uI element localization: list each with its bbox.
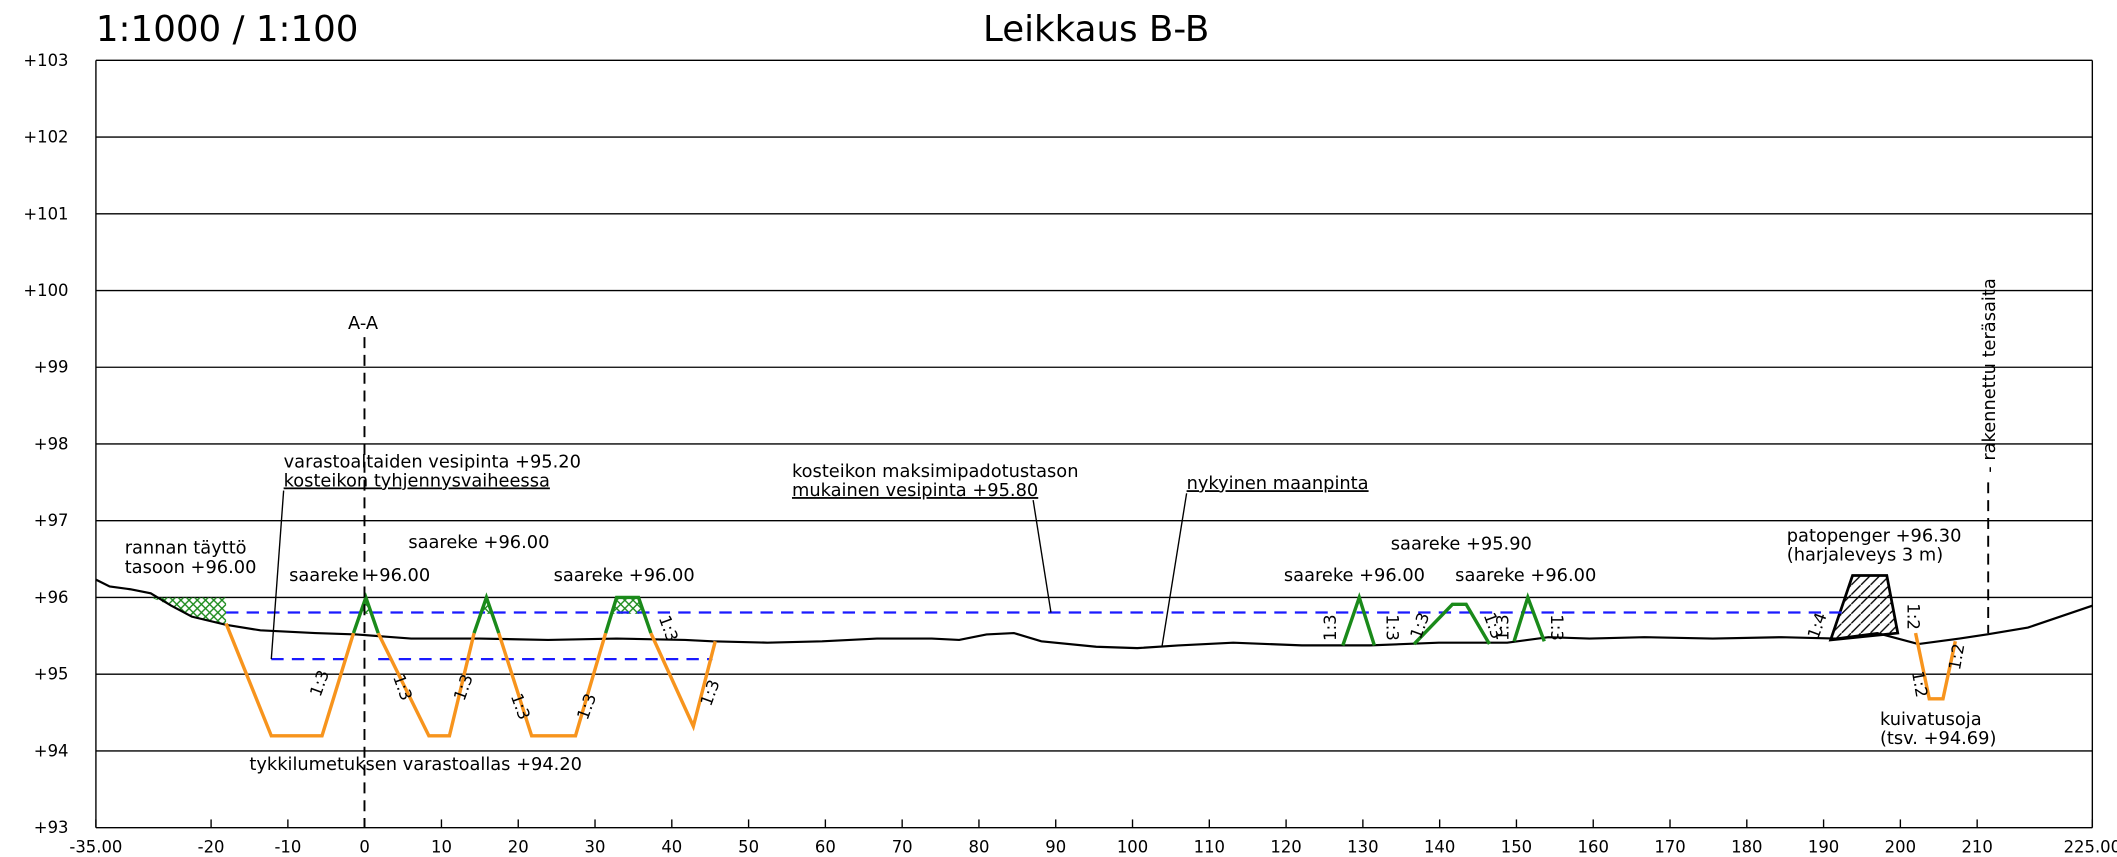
slope-label: 1:3 [1406, 610, 1433, 641]
annotation: (tsv. +94.69) [1880, 728, 1996, 749]
x-tick-label: 0 [359, 837, 369, 856]
annotation: saareke +96.00 [1455, 565, 1596, 586]
annotation: patopenger +96.30 [1787, 525, 1962, 546]
slope-label: 1:2 [1903, 603, 1922, 629]
annotation: tasoon +96.00 [125, 557, 257, 578]
annotation: kosteikon maksimipadotustason [792, 461, 1079, 482]
island [472, 592, 501, 634]
y-tick-label: +99 [34, 358, 69, 377]
y-tick-label: +103 [23, 51, 68, 70]
annotation: kosteikon tyhjennysvaiheessa [284, 470, 550, 491]
leader [1161, 493, 1188, 647]
slope-label: 1:4 [1804, 610, 1831, 641]
scale: 1:1000 / 1:100 [96, 9, 359, 50]
x-tick-label: 190 [1808, 837, 1839, 856]
x-tick-label: -10 [274, 837, 301, 856]
island [604, 595, 653, 634]
x-tick-label: 10 [431, 837, 452, 856]
slope-label: 1:2 [1908, 670, 1931, 699]
ditch [1913, 632, 1957, 701]
x-tick-label: 210 [1961, 837, 1992, 856]
x-tick-label: 200 [1885, 837, 1916, 856]
slope-label: 1:3 [450, 672, 477, 703]
island-crown [609, 597, 646, 614]
leader [1032, 500, 1052, 613]
x-tick-label: 60 [815, 837, 836, 856]
annotation: nykyinen maanpinta [1187, 473, 1369, 494]
x-tick-label: 225.00 [2064, 837, 2117, 856]
island [351, 592, 380, 634]
ground-line [95, 578, 2093, 650]
annotation: saareke +96.00 [408, 532, 549, 553]
x-tick-label: 20 [508, 837, 529, 856]
x-tick-label: 90 [1045, 837, 1066, 856]
x-tick-label: 70 [892, 837, 913, 856]
x-tick-label: 100 [1117, 837, 1148, 856]
annotation: A-A [348, 313, 379, 334]
x-tick-label: 120 [1270, 837, 1301, 856]
annotation: saareke +95.90 [1391, 533, 1532, 554]
excavation [224, 622, 356, 738]
x-tick-label: 140 [1424, 837, 1455, 856]
x-tick-label: -35.00 [69, 837, 122, 856]
annotation: saareke +96.00 [1284, 565, 1425, 586]
annotation: tykkilumetuksen varastoallas +94.20 [249, 754, 582, 775]
slope-label: 1:2 [1945, 642, 1968, 671]
x-tick-label: 50 [738, 837, 759, 856]
title: Leikkaus B-B [983, 9, 1209, 50]
slope-label: 1:3 [573, 691, 600, 722]
annotation: saareke +96.00 [554, 565, 695, 586]
x-tick-label: 170 [1654, 837, 1685, 856]
annotation: kuivatusoja [1880, 709, 1982, 730]
annotation: rannan täyttö [125, 538, 247, 559]
slope-label: 1:3 [1547, 614, 1566, 640]
fence-label: - rakennettu teräsaita [1979, 278, 2000, 472]
y-tick-label: +102 [23, 128, 68, 147]
y-tick-label: +98 [34, 434, 69, 453]
x-tick-label: 40 [661, 837, 682, 856]
y-tick-label: +95 [34, 665, 69, 684]
slope-label: 1:3 [1321, 614, 1340, 640]
annotation: varastoaltaiden vesipinta +95.20 [284, 451, 581, 472]
annotation: mukainen vesipinta +95.80 [792, 480, 1038, 501]
slope-label: 1:3 [697, 677, 724, 708]
annotation: saareke +96.00 [289, 565, 430, 586]
x-tick-label: -20 [198, 837, 225, 856]
x-tick-label: 180 [1731, 837, 1762, 856]
x-tick-label: 30 [585, 837, 606, 856]
y-tick-label: +96 [34, 588, 69, 607]
y-tick-label: +101 [23, 204, 68, 223]
slope-label: 1:3 [306, 668, 333, 699]
y-tick-label: +94 [34, 741, 69, 760]
excavation [649, 632, 717, 732]
x-tick-label: 110 [1194, 837, 1225, 856]
slope-label: 1:3 [507, 691, 534, 722]
x-tick-label: 150 [1501, 837, 1532, 856]
y-tick-label: +93 [34, 818, 69, 837]
excavation [376, 632, 476, 738]
x-tick-label: 80 [968, 837, 989, 856]
island [1412, 602, 1491, 646]
excavation [497, 632, 608, 738]
leader [270, 490, 285, 660]
embankment [1828, 574, 1900, 642]
slope-label: 1:3 [1383, 614, 1402, 640]
annotation: (harjaleveys 3 m) [1787, 544, 1943, 565]
x-tick-label: 130 [1347, 837, 1378, 856]
x-tick-label: 160 [1578, 837, 1609, 856]
island [1512, 592, 1546, 642]
slope-label: 1:3 [1494, 614, 1513, 640]
island [1341, 591, 1376, 646]
y-tick-label: +97 [34, 511, 69, 530]
y-tick-label: +100 [23, 281, 68, 300]
